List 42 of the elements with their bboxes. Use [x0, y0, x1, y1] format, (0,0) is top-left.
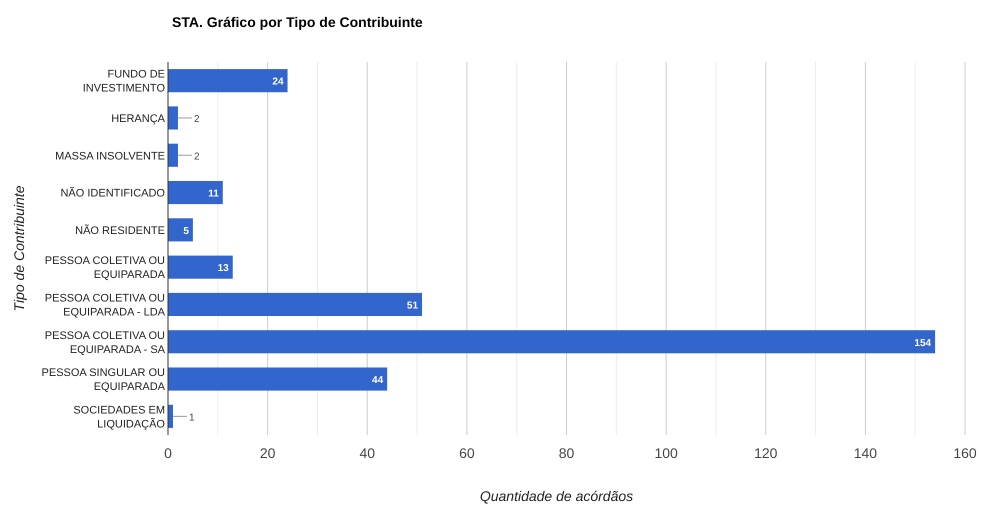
- bar: [168, 367, 388, 391]
- data-label: 1: [188, 412, 195, 424]
- y-tick-label: PESSOA COLETIVA OU EQUIPARADA: [44, 255, 166, 282]
- x-tick-label: 40: [359, 445, 376, 461]
- data-label: 44: [372, 375, 384, 386]
- data-label: 13: [218, 263, 230, 274]
- y-tick-label: FUNDO DE INVESTIMENTO: [82, 68, 166, 95]
- bar: [168, 69, 288, 92]
- data-label: 154: [914, 338, 932, 349]
- y-tick-label: NÃO RESIDENTE: [75, 224, 165, 237]
- bar: [168, 404, 173, 428]
- data-label: 51: [406, 300, 418, 312]
- y-tick-label: PESSOA SINGULAR OU EQUIPARADA: [42, 367, 166, 394]
- bar: [168, 292, 422, 316]
- chart-title: STA. Gráfico por Tipo de Contribuinte: [172, 14, 423, 30]
- y-tick-label: MASSA INSOLVENTE: [55, 150, 165, 162]
- x-tick-label: 60: [459, 445, 475, 461]
- x-tick-label: 20: [260, 445, 276, 461]
- y-tick-label: HERANÇA: [111, 112, 166, 125]
- x-tick-label: 140: [854, 445, 878, 461]
- x-tick-label: 0: [164, 445, 172, 461]
- data-label: 5: [183, 226, 190, 237]
- x-tick-label: 160: [953, 445, 977, 461]
- bar: [168, 256, 233, 279]
- x-tick-label: 80: [558, 445, 574, 461]
- data-label: 11: [208, 188, 220, 200]
- x-tick-label: 120: [754, 445, 778, 461]
- bar: [168, 330, 936, 354]
- bar: [168, 106, 178, 130]
- y-axis-title: Tipo de Contribuinte: [11, 185, 27, 312]
- data-label: 2: [194, 151, 200, 162]
- bar: [168, 144, 178, 167]
- x-tick-label: 100: [654, 445, 678, 461]
- y-tick-label: PESSOA COLETIVA OU EQUIPARADA - SA: [44, 330, 166, 356]
- bar: [168, 180, 223, 204]
- data-label: 24: [272, 76, 284, 88]
- y-tick-label: SOCIEDADES EM LIQUIDAÇÃO: [73, 404, 166, 430]
- y-tick-label: PESSOA COLETIVA OU EQUIPARADA - LDA: [44, 292, 166, 318]
- bar: [168, 218, 193, 242]
- x-axis-title: Quantidade de acórdãos: [480, 488, 634, 504]
- data-label: 2: [194, 114, 200, 125]
- y-tick-label: NÃO IDENTIFICADO: [60, 186, 166, 200]
